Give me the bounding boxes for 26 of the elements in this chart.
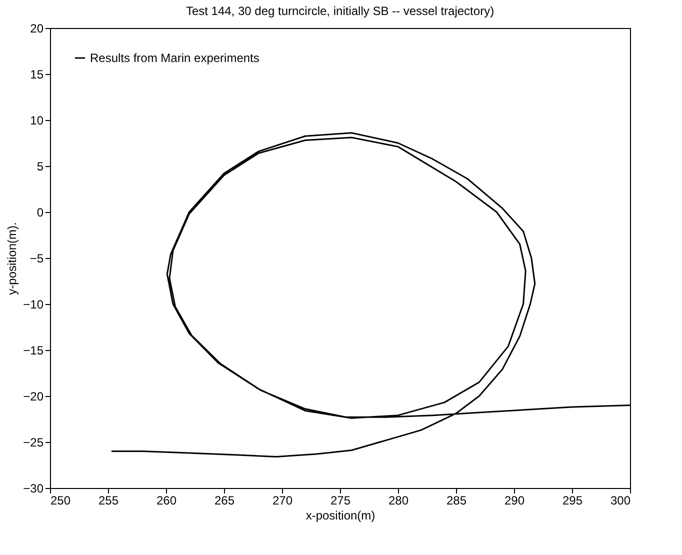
x-tick-label: 300 bbox=[610, 494, 631, 508]
x-tick-label: 265 bbox=[214, 494, 235, 508]
y-tick-label: −25 bbox=[23, 436, 44, 450]
x-tick-label: 285 bbox=[446, 494, 467, 508]
x-tick-label: 295 bbox=[562, 494, 583, 508]
y-tick-label: −5 bbox=[30, 252, 44, 266]
y-tick-label: −15 bbox=[23, 344, 44, 358]
y-axis-title: y-position(m). bbox=[5, 222, 20, 295]
y-tick-label: −10 bbox=[23, 298, 44, 312]
y-tick-label: 15 bbox=[30, 68, 44, 82]
x-tick-label: 255 bbox=[98, 494, 119, 508]
x-tick-label: 275 bbox=[330, 494, 351, 508]
y-tick-label: 10 bbox=[30, 114, 44, 128]
x-tick-label: 270 bbox=[272, 494, 293, 508]
x-tick-label: 290 bbox=[504, 494, 525, 508]
y-tick-label: −30 bbox=[23, 482, 44, 496]
y-tick-label: 5 bbox=[36, 160, 44, 174]
legend-label: Results from Marin experiments bbox=[90, 51, 260, 65]
y-tick-label: 0 bbox=[36, 206, 44, 220]
x-axis-title: x-position(m) bbox=[306, 508, 376, 522]
chart-title: Test 144, 30 deg turncircle, initially SB -- vessel trajectory) bbox=[186, 4, 494, 18]
y-tick-label: 20 bbox=[30, 22, 44, 36]
x-tick-label: 260 bbox=[156, 494, 177, 508]
y-tick-label: −20 bbox=[23, 390, 44, 404]
x-tick-label: 250 bbox=[50, 494, 71, 508]
x-tick-label: 280 bbox=[388, 494, 409, 508]
